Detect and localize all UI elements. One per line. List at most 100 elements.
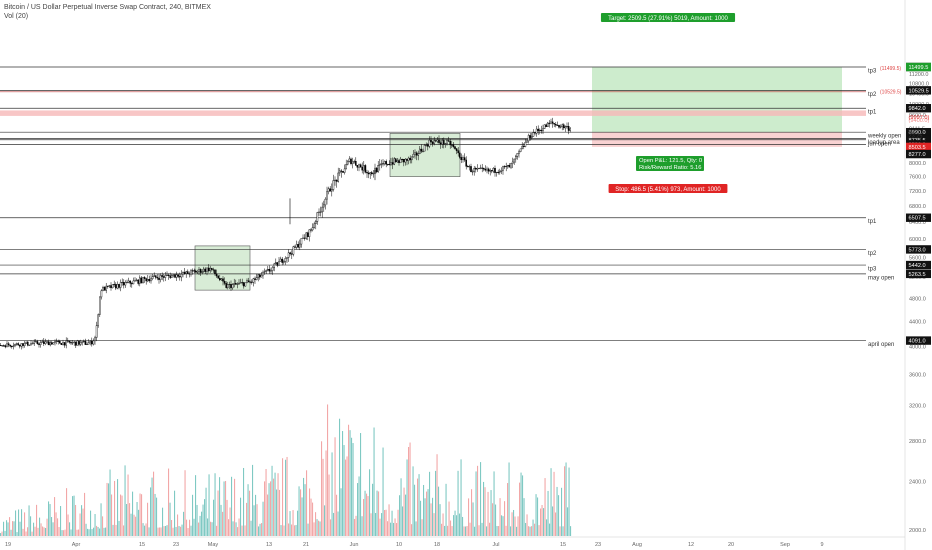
- volume-bar: [309, 488, 311, 536]
- volume-bar: [247, 484, 249, 536]
- candle-body: [492, 168, 495, 172]
- volume-bar: [306, 470, 308, 536]
- candle-body: [143, 277, 146, 279]
- volume-indicator-label[interactable]: Vol (20): [4, 13, 29, 20]
- x-tick-label: 23: [595, 542, 601, 548]
- level-axis-tag[interactable]: 5442.0: [906, 260, 931, 270]
- candle-body: [439, 142, 442, 145]
- candle: [98, 296, 101, 318]
- candle-body: [463, 157, 466, 161]
- target-label[interactable]: Target: 2509.5 (27.91%) 5019, Amount: 10…: [600, 13, 736, 22]
- level-axis-tag[interactable]: 4091.0: [906, 336, 931, 345]
- candle-body: [388, 163, 391, 165]
- volume-bar: [304, 484, 306, 536]
- candle: [217, 275, 220, 279]
- x-tick-label: Jul: [492, 542, 499, 548]
- volume-bar: [556, 486, 558, 536]
- candle: [478, 167, 480, 170]
- candle: [518, 149, 520, 158]
- consolidation-box[interactable]: [194, 245, 251, 291]
- candle: [74, 341, 77, 348]
- target-zone[interactable]: [592, 67, 842, 133]
- price-axis-note[interactable]: 9111.5: [909, 130, 925, 136]
- candle: [270, 267, 272, 275]
- volume-bar: [222, 511, 224, 536]
- candle: [559, 124, 562, 129]
- volume-bar: [435, 470, 437, 536]
- y-tick-label: 4400.0: [909, 319, 926, 325]
- candle-body: [156, 277, 159, 279]
- candle: [403, 158, 405, 167]
- time-axis[interactable]: 19 Apr 15 23 May 13 21 Jun 10 18 Jul 15 23 Aug 12 20 Sep…: [0, 536, 905, 548]
- candle-body: [236, 283, 239, 285]
- target-axis-tag[interactable]: 11499.5: [906, 62, 931, 72]
- stop-axis-tag[interactable]: 8503.5: [906, 142, 931, 152]
- volume-bar: [414, 484, 416, 536]
- x-tick-label: Jun: [350, 542, 359, 548]
- y-tick-label: 9600.0: [909, 113, 926, 119]
- volume-bar: [447, 525, 449, 536]
- volume-bar: [346, 456, 348, 536]
- volume-bar: [279, 489, 281, 536]
- candle: [566, 122, 568, 129]
- candle-body: [246, 280, 248, 283]
- candle: [329, 186, 332, 192]
- candle-body: [383, 161, 386, 165]
- level-axis-tag[interactable]: 5773.0: [906, 245, 931, 254]
- candle-body: [70, 342, 72, 344]
- candle-body: [159, 275, 162, 280]
- candle: [81, 341, 83, 346]
- candle-body: [366, 171, 368, 174]
- candle-body: [566, 126, 568, 128]
- volume-bar: [223, 481, 225, 536]
- candle-body: [303, 237, 306, 239]
- candle-body: [372, 173, 375, 175]
- candle-body: [178, 276, 181, 278]
- volume-bar: [28, 505, 30, 536]
- volume-bar: [316, 519, 318, 536]
- y-tick-label: 3200.0: [909, 404, 926, 410]
- candle: [1, 345, 4, 347]
- candle: [206, 267, 208, 276]
- candle: [564, 125, 567, 132]
- level-axis-tag[interactable]: 8990.0: [906, 127, 931, 137]
- level-axis-tag[interactable]: 10529.5: [906, 86, 931, 95]
- candle: [500, 167, 503, 175]
- candle-body: [114, 284, 117, 289]
- level-axis-tag-bg: [906, 213, 931, 222]
- candle-body: [348, 158, 351, 162]
- price-axis[interactable]: 2000.0 2400.0 2800.0 3200.0 3600.0 4000.0 4400…: [904, 0, 931, 550]
- y-tick-label: 4000.0: [909, 345, 926, 351]
- price-axis-note[interactable]: (9400.0): [909, 118, 930, 124]
- volume-bar: [72, 496, 74, 536]
- volume-bar: [504, 501, 506, 536]
- level-axis-tag[interactable]: 5263.5: [906, 269, 931, 279]
- volume-bar: [64, 529, 66, 536]
- volume-bar: [226, 499, 228, 536]
- candle-body: [12, 345, 15, 347]
- level-axis-tag[interactable]: 9842.0: [906, 104, 931, 113]
- candle-body: [340, 170, 343, 172]
- candle-body: [457, 150, 460, 154]
- volume-bar: [303, 477, 305, 536]
- candle-body: [36, 341, 39, 344]
- candle-body: [278, 261, 280, 266]
- volume-bar: [358, 476, 360, 536]
- volume-bar: [535, 494, 537, 536]
- price-axis-note[interactable]: (9997.0): [909, 115, 930, 121]
- price-axis-note-text: 23:25: [909, 133, 923, 139]
- price-axis-note-text: (9997.0): [909, 115, 930, 121]
- level-axis-tag[interactable]: 6507.5: [906, 213, 931, 222]
- candle: [68, 340, 71, 344]
- candle: [348, 156, 351, 163]
- volume-bar: [402, 506, 404, 536]
- price-axis-tag[interactable]: 8277.0: [906, 149, 931, 159]
- price-axis-note[interactable]: 23:25: [909, 133, 923, 139]
- candle: [547, 121, 549, 128]
- resistance-band[interactable]: [0, 110, 866, 116]
- risk-reward-text: Risk/Reward Ratio: 5.16: [639, 165, 702, 171]
- volume-bar: [420, 500, 422, 536]
- stop-label[interactable]: Stop: 486.5 (5.41%) 973, Amount: 1000: [608, 184, 728, 193]
